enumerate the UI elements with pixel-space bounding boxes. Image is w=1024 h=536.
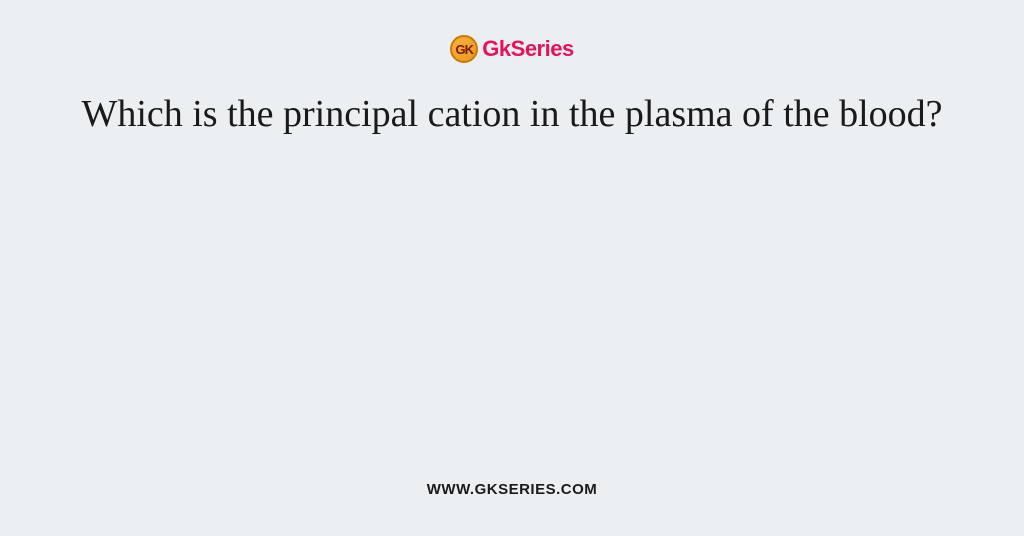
brand-logo: GK GkSeries <box>450 35 573 63</box>
question-heading: Which is the principal cation in the pla… <box>81 91 942 139</box>
footer-url: WWW.GKSERIES.COM <box>427 481 598 498</box>
logo-badge-icon: GK <box>450 35 478 63</box>
logo-text-series: Series <box>511 36 574 61</box>
logo-text-gk: Gk <box>482 36 510 61</box>
logo-badge-text: GK <box>456 42 474 57</box>
logo-brand-text: GkSeries <box>482 36 573 62</box>
